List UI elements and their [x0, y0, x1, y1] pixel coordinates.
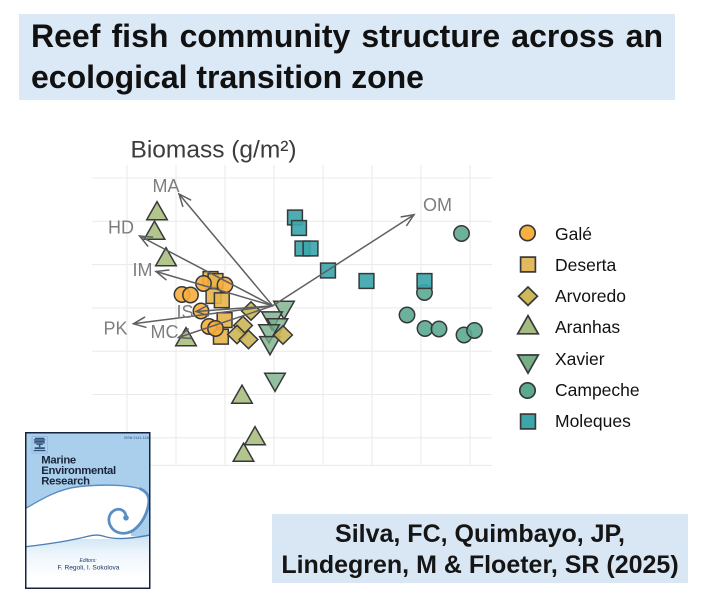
svg-text:Aranhas: Aranhas [555, 317, 620, 337]
svg-text:MA: MA [153, 176, 180, 196]
svg-text:Deserta: Deserta [555, 255, 617, 275]
svg-text:IM: IM [133, 260, 153, 280]
svg-text:PK: PK [104, 319, 128, 339]
svg-text:Marine: Marine [41, 455, 76, 467]
svg-text:MC: MC [151, 322, 179, 342]
svg-text:OM: OM [423, 195, 452, 215]
svg-text:Galé: Galé [555, 224, 592, 244]
svg-text:IS: IS [177, 302, 194, 322]
svg-text:Environmental: Environmental [41, 465, 116, 477]
svg-text:Moleques: Moleques [555, 411, 631, 431]
svg-text:Xavier: Xavier [555, 349, 605, 369]
svg-text:Arvoredo: Arvoredo [555, 286, 626, 306]
svg-text:Research: Research [41, 475, 90, 487]
svg-text:Biomass (g/m²): Biomass (g/m²) [131, 137, 297, 164]
svg-text:Editors:: Editors: [80, 558, 98, 564]
svg-text:ISSN 0141-1136: ISSN 0141-1136 [124, 436, 150, 440]
svg-text:Campeche: Campeche [555, 380, 640, 400]
svg-text:F. Regoli, I. Sokolova: F. Regoli, I. Sokolova [58, 565, 120, 572]
svg-text:HD: HD [108, 218, 134, 238]
